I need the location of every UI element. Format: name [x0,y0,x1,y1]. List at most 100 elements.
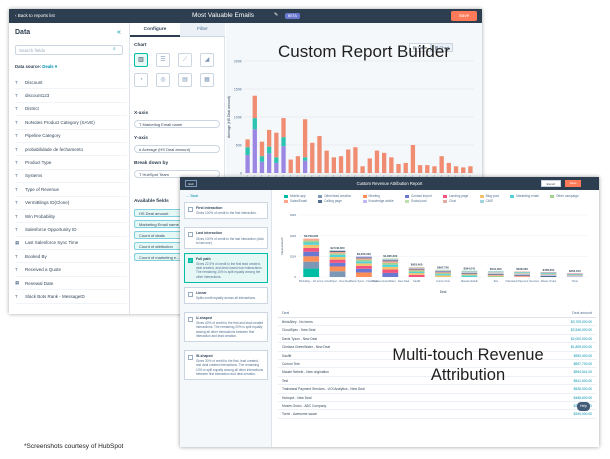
bar-segment[interactable] [252,129,257,173]
attribution-model-option[interactable]: Linear Splits credit equally across all i… [184,286,268,304]
bar-segment[interactable] [382,269,399,273]
bar-segment[interactable] [267,153,272,173]
row-deal-name[interactable]: CloudSpec - New Deal [282,328,316,333]
bar-segment[interactable] [446,162,451,173]
field-item[interactable]: T NoNotes Product Category (SAVE) [15,116,127,130]
checkbox-icon[interactable] [188,207,193,212]
legend-item[interactable]: Marketing email [510,194,544,198]
bar-segment[interactable] [303,261,320,269]
bar-segment[interactable] [410,145,416,173]
bar-segment[interactable] [252,118,257,130]
bar-segment[interactable] [245,155,250,173]
checkbox-icon[interactable] [188,355,193,360]
bar-segment[interactable] [461,272,478,273]
bar-segment[interactable] [382,261,399,263]
table-row[interactable]: Curium Test $697,700.00 [278,360,596,369]
bar-segment[interactable] [461,273,478,275]
line-chart-icon[interactable]: ⟋ [178,53,192,67]
bar-segment[interactable] [356,268,372,273]
bar-segment[interactable] [360,166,365,173]
bar-segment[interactable] [432,166,437,173]
bar-segment[interactable] [461,274,478,276]
combo-chart-icon[interactable]: ▦ [200,73,214,87]
bar-segment[interactable] [259,141,265,157]
row-deal-name[interactable]: Hubspot - New Deal [282,395,312,400]
field-item[interactable]: T Pipeline Category [15,130,127,143]
field-item[interactable]: T Product Type [15,156,127,170]
bar-segment[interactable] [435,273,451,275]
back-to-reports-link[interactable]: ‹ Back to reports list [15,13,55,18]
legend-item[interactable]: Mobile app [284,194,312,198]
bar-segment[interactable] [382,272,399,277]
legend-item[interactable]: Calling page [318,199,356,203]
yaxis-field[interactable]: # Average (HS Deal amount) [134,145,220,153]
search-icon[interactable]: ⌕ [113,46,116,52]
bar-segment[interactable] [310,142,315,173]
bar-segment[interactable] [461,275,478,277]
bar-segment[interactable] [566,275,583,276]
bar-segment[interactable] [329,262,346,267]
bar-segment[interactable] [356,261,372,264]
bar-segment[interactable] [382,266,399,270]
attribution-model-option[interactable]: Last interaction Gives 100% of credit to … [184,227,268,249]
bar-segment[interactable] [408,268,425,270]
table-row[interactable]: Trainsland Payment Services - UOI Analyt… [278,385,596,394]
bar-segment[interactable] [295,156,301,173]
bar-segment[interactable] [382,152,387,173]
row-deal-name[interactable]: Sauffit [282,353,292,358]
bar-segment[interactable] [356,272,372,277]
attribution-model-option[interactable]: W-shaped Gives 30% of credit to the first… [184,350,268,381]
bar-segment[interactable] [408,271,425,274]
bar-segment[interactable] [329,254,346,258]
edit-pencil-icon[interactable]: ✎ [274,12,279,18]
bar-segment[interactable] [374,150,380,173]
bar-segment[interactable] [461,272,478,274]
bar-segment[interactable] [408,273,425,275]
bar-segment[interactable] [281,118,286,138]
bar-segment[interactable] [303,240,320,243]
bar-segment[interactable] [435,274,451,276]
bar-segment[interactable] [408,270,425,272]
bar-segment[interactable] [396,164,401,173]
bar-segment[interactable] [403,162,408,173]
bar-segment[interactable] [267,129,272,147]
field-item[interactable]: T Booked By [15,250,127,264]
checkbox-icon[interactable] [188,317,193,322]
tab-configure[interactable]: Configure [130,23,180,37]
bar-segment[interactable] [435,270,451,272]
bar-segment[interactable] [329,266,346,272]
bar-segment[interactable] [303,247,320,252]
bar-segment[interactable] [468,166,473,173]
bar-segment[interactable] [329,252,346,254]
field-item[interactable]: T Discount [15,76,127,90]
legend-item[interactable]: Blog post [479,194,505,198]
bar-segment[interactable] [329,271,346,277]
bar-segment[interactable] [382,260,399,262]
table-header-deal[interactable]: Deal [282,311,290,315]
table-row[interactable]: Torrie - Awesome sauce $340,000.00 [278,410,596,419]
bar-segment[interactable] [317,136,322,173]
bar-segment[interactable] [302,119,308,158]
search-fields-input[interactable]: Search fields [15,45,123,55]
bar-segment[interactable] [288,159,293,173]
legend-item[interactable]: Other/lead creation [318,194,356,198]
bar-segment[interactable] [487,274,504,276]
legend-item[interactable]: Meeting [362,194,399,198]
bar-segment[interactable] [514,274,530,276]
checkbox-icon[interactable] [188,232,193,238]
table-toggle[interactable]: ▤ Table [409,43,431,52]
bar-segment[interactable] [303,242,320,245]
legend-item[interactable]: Social post [404,199,437,203]
bar-segment[interactable] [408,274,425,277]
field-item[interactable]: ▦ Last Salesforce Sync Time [15,237,127,251]
bar-segment[interactable] [356,258,372,260]
field-item[interactable]: T Systems [15,170,127,184]
table-row[interactable]: Sauffit $953,400.00 [278,352,596,360]
legend-item[interactable]: Chat [443,199,474,203]
bar-segment[interactable] [514,274,530,275]
row-deal-name[interactable]: BrickAlley - No terms [282,320,313,324]
table-row[interactable]: Test $541,000.00 [278,377,596,386]
bar-segment[interactable] [514,273,530,275]
bar-segment[interactable] [281,146,286,173]
